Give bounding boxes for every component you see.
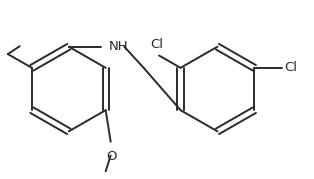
Text: NH: NH [108,40,128,53]
Text: Cl: Cl [151,38,164,51]
Text: O: O [106,149,117,163]
Text: Cl: Cl [284,61,297,74]
